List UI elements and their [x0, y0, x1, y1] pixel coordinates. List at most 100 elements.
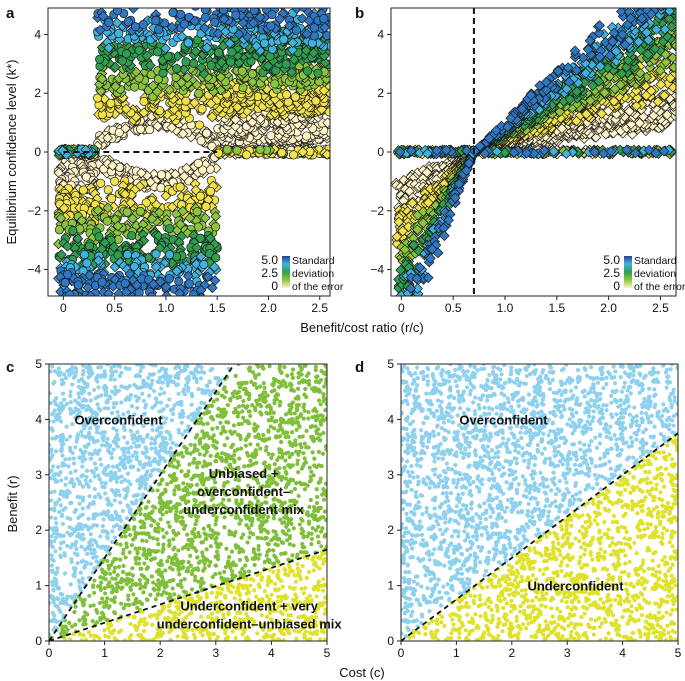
data-point [304, 0, 314, 3]
data-point [130, 82, 140, 92]
data-point [189, 97, 200, 109]
x-tick-label: 1.0 [158, 301, 175, 315]
data-point [172, 64, 182, 74]
data-point [120, 123, 131, 134]
data-point [65, 290, 75, 296]
data-point [621, 144, 632, 156]
data-point [243, 0, 253, 5]
data-point [408, 298, 418, 308]
y-tick-label: 0 [34, 145, 41, 159]
data-point [281, 59, 291, 69]
data-point [230, 121, 241, 132]
legend-label-1: Standard [292, 255, 335, 267]
data-point [194, 88, 204, 99]
data-point [145, 125, 155, 135]
data-point [237, 17, 249, 29]
data-point [438, 230, 450, 242]
data-point [584, 35, 596, 46]
data-point [102, 216, 112, 226]
data-point [665, 0, 675, 3]
data-point [73, 280, 83, 290]
data-point [176, 31, 188, 42]
data-point [279, 34, 289, 44]
data-point [616, 8, 627, 17]
data-point [107, 194, 117, 204]
data-point [282, 90, 292, 100]
data-point [120, 286, 132, 296]
data-point [207, 141, 217, 151]
data-point [218, 0, 226, 1]
data-point [78, 185, 88, 195]
x-tick-label: 2.5 [311, 301, 328, 315]
data-point [58, 202, 70, 214]
data-point [147, 80, 159, 92]
data-point [652, 96, 664, 107]
data-point [568, 73, 579, 85]
data-point [564, 93, 576, 105]
data-point [202, 128, 212, 138]
data-point [609, 83, 621, 95]
data-point [127, 213, 138, 224]
data-point [230, 114, 241, 126]
data-point [121, 49, 132, 59]
data-point [319, 14, 329, 24]
data-point [274, 13, 286, 25]
x-tick-label: 0.5 [106, 301, 123, 315]
data-point [103, 185, 113, 195]
data-point [616, 68, 628, 79]
data-point [270, 79, 280, 89]
data-point [587, 80, 599, 91]
data-point [596, 108, 607, 120]
data-point [292, 8, 298, 9]
data-point [237, 66, 247, 76]
data-point [269, 0, 277, 7]
data-point [175, 182, 185, 192]
data-point [648, 110, 660, 121]
data-point [205, 186, 216, 196]
data-point [193, 158, 203, 168]
data-point [302, 66, 313, 76]
data-point [298, 8, 308, 12]
data-point [141, 50, 153, 62]
data-point [251, 40, 262, 52]
data-point [102, 202, 114, 214]
data-point [324, 8, 326, 9]
data-point [287, 44, 298, 56]
data-point [299, 0, 307, 2]
data-point [110, 176, 120, 186]
legend-value-high: 5.0 [261, 253, 278, 267]
data-point [632, 92, 643, 104]
data-point [147, 292, 157, 296]
data-point [152, 120, 163, 132]
data-point [604, 50, 616, 61]
data-point [411, 273, 423, 284]
data-point [593, 27, 605, 39]
data-point [146, 70, 156, 80]
data-point [130, 22, 140, 32]
data-point [491, 146, 503, 157]
data-point [200, 8, 210, 15]
data-point [188, 290, 199, 296]
data-point [97, 277, 107, 287]
data-point [179, 19, 189, 29]
data-point [302, 131, 312, 141]
data-point [663, 0, 673, 4]
data-point [301, 28, 313, 40]
y-tick-label: −4 [27, 263, 41, 277]
data-point [200, 12, 210, 23]
data-point [630, 85, 642, 97]
data-point [658, 145, 670, 157]
data-point [151, 249, 161, 259]
data-point [422, 272, 434, 284]
data-point [127, 231, 137, 241]
data-point [622, 54, 634, 66]
data-point [171, 265, 183, 277]
data-point [571, 64, 583, 76]
data-point [166, 21, 178, 33]
data-point [123, 17, 133, 27]
data-point [62, 241, 73, 252]
data-point [209, 261, 220, 273]
data-point [291, 25, 301, 35]
data-point [60, 278, 70, 288]
